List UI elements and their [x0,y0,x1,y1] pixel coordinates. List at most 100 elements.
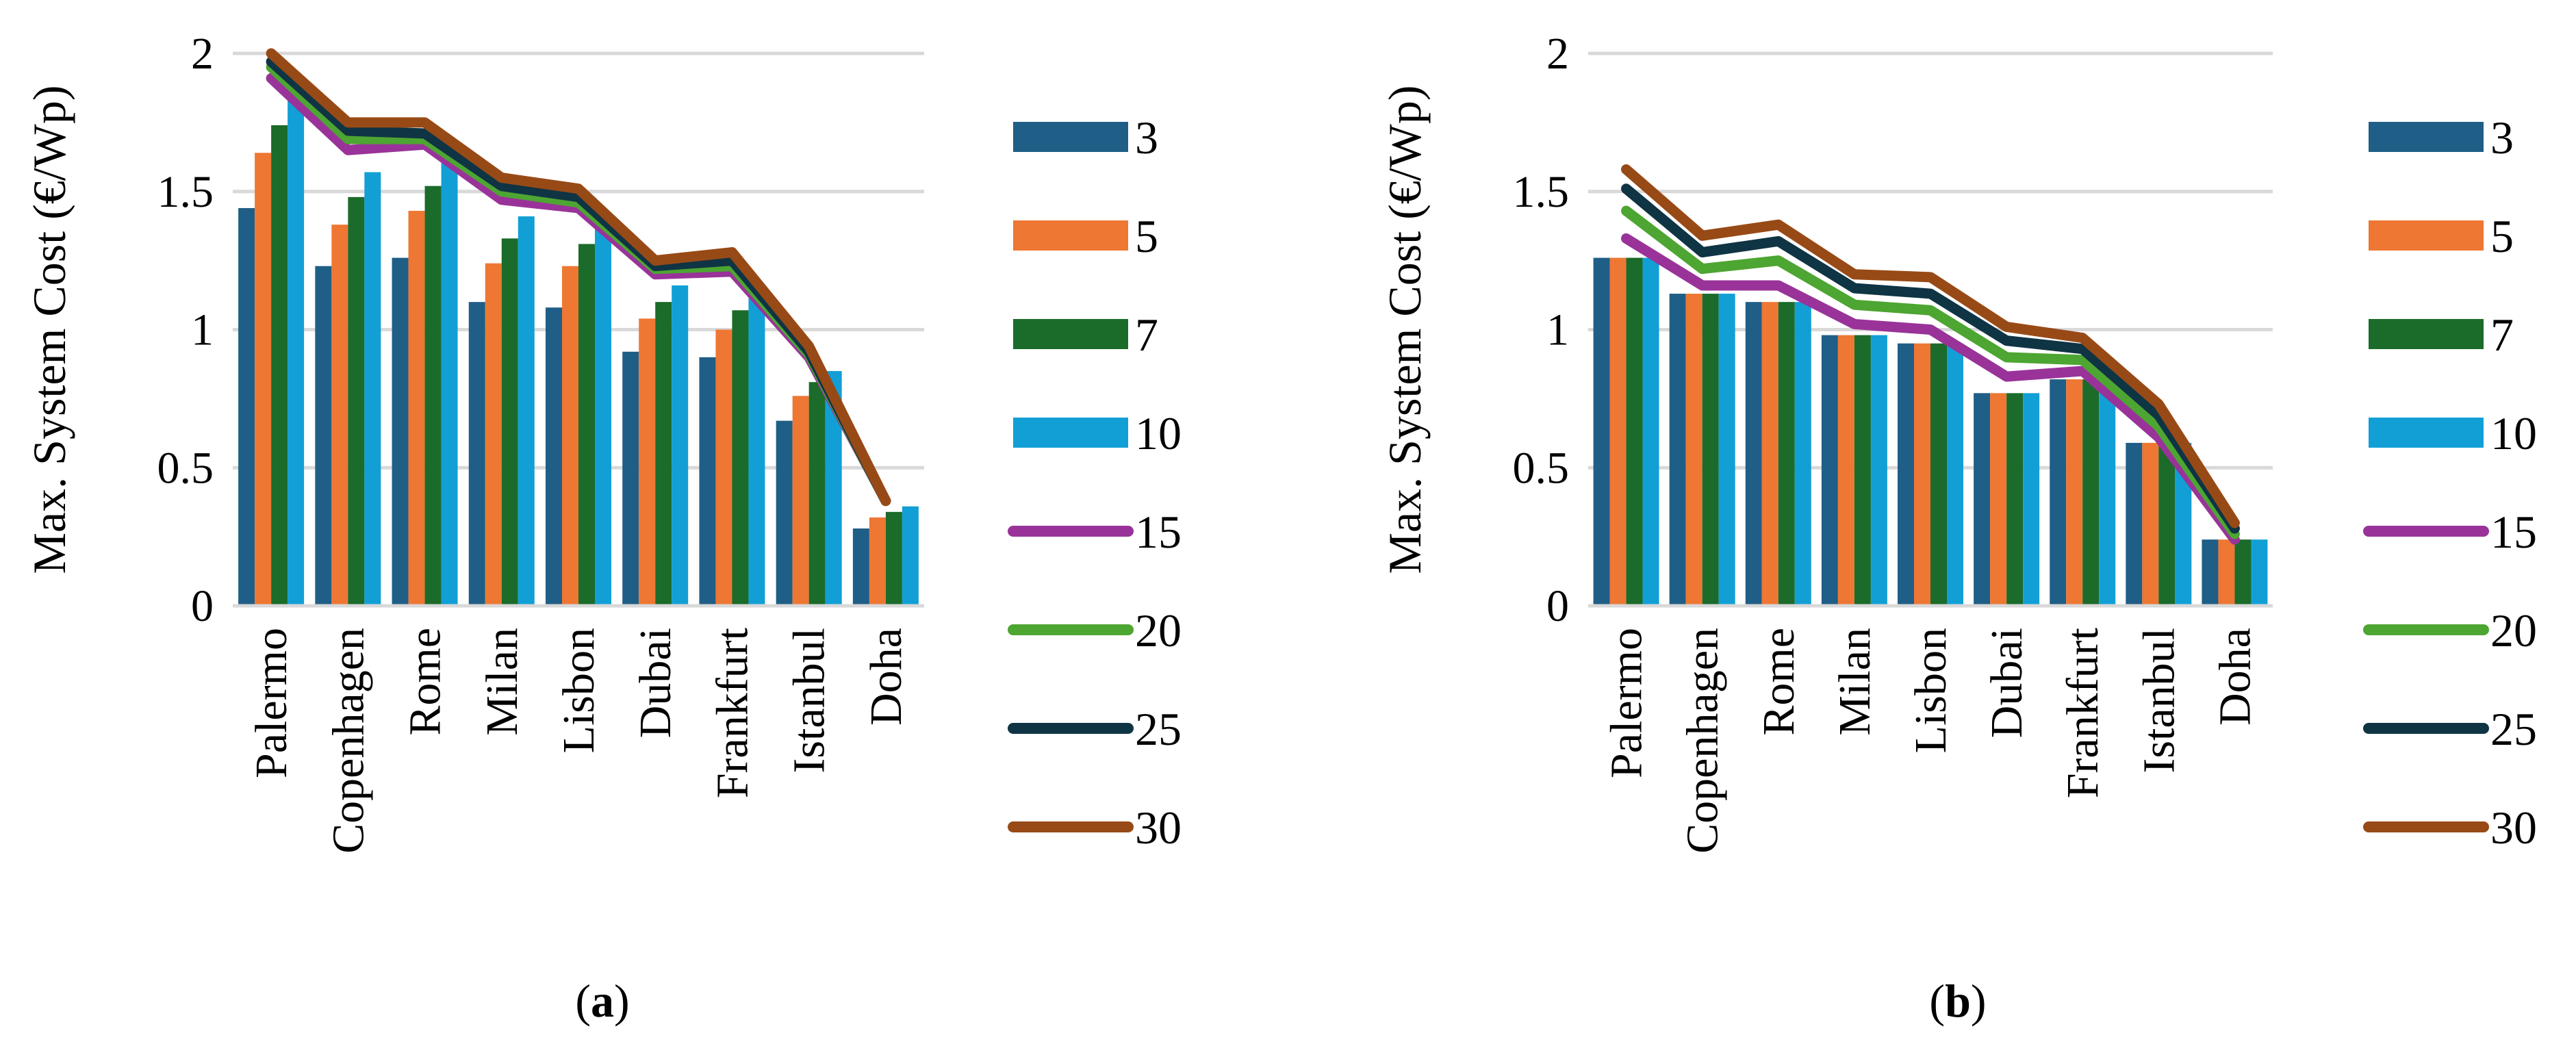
series-line [1621,205,2240,539]
bar-mark [1854,335,1871,606]
legend-label: 7 [2490,309,2514,361]
bar-mark [2099,379,2116,606]
y-tick-label: 0 [191,581,214,631]
y-tick-label: 2 [191,29,214,79]
bar-mark [408,210,425,606]
x-tick-label: Lisbon [1906,628,1956,753]
bar-mark [271,125,288,606]
bar-mark [2050,379,2067,606]
bar-mark [2158,442,2176,606]
bar-mark [1609,257,1627,606]
bar-mark [672,285,689,606]
bar-mark [364,172,381,606]
x-tick-label: Istanbul [785,628,834,774]
legend-label: 25 [2490,703,2537,755]
bar-mark [1794,302,1811,606]
chart-panel-b: 0 0.5 1 1.5 2 Max. System Cost (€/Wp) Palermo C… [1379,29,2537,1027]
legend-label: 10 [2490,407,2537,459]
legend-label: 15 [2490,506,2537,558]
x-tick-label: Istanbul [2134,628,2184,774]
bar-mark [392,257,409,606]
legend-swatch [1013,319,1128,349]
bar-mark [1761,302,1778,606]
legend-label: 5 [1135,210,1158,262]
bar-mark [288,97,305,606]
legend-label: 25 [1135,703,1182,755]
bar-mark [2251,539,2268,606]
y-tick-label: 1.5 [157,167,214,217]
legend-label: 20 [1135,604,1182,656]
bar-mark [639,318,656,606]
bar-mark [2023,393,2040,606]
series-line [1621,164,2240,528]
y-tick-label: 1 [191,305,214,355]
bar-mark [1914,343,1930,606]
bar-mark [501,238,518,607]
bar-mark [518,216,535,606]
chart-panel-a: 0 0.5 1 1.5 2 Max. System Cost (€/Wp) Palermo C… [23,29,1182,1027]
bar-mark [595,227,611,607]
legend-label: 20 [2490,604,2537,656]
y-tick-label: 0.5 [157,443,214,493]
legend-swatch [2369,122,2484,152]
bar-mark [1898,343,1914,606]
caption-letter: b [1945,975,1971,1027]
bar-mark [2202,539,2219,606]
x-tick-label: Doha [2210,628,2260,726]
bar-mark [1870,335,1887,606]
caption-open-paren: ( [575,975,591,1027]
bar-mark [869,517,886,606]
bar-mark [776,420,793,606]
legend-label: 15 [1135,506,1182,558]
bar-mark [885,511,902,606]
caption-open-paren: ( [1929,975,1945,1027]
y-tick-label: 1 [1546,305,1569,355]
bar-mark [2082,379,2100,606]
bar-mark [331,225,348,606]
bar-mark [792,396,809,606]
bar-mark [546,307,562,606]
bar-mark [1626,257,1643,606]
legend-swatch [2369,220,2484,251]
y-tick-label: 1.5 [1513,167,1570,217]
bar-mark [1702,294,1719,606]
bar-mark [1642,257,1659,606]
caption-close-paren: ) [1971,975,1987,1027]
bar-mark [578,244,595,606]
legend-swatch [1013,220,1128,251]
x-tick-label: Copenhagen [1678,628,1728,854]
legend-swatch [1013,122,1128,152]
x-tick-label: Milan [1830,628,1880,736]
bar-mark [852,528,869,606]
legend-label: 30 [1135,802,1182,854]
bar-mark [732,310,749,606]
bar-mark [424,186,442,606]
bar-mark [655,302,672,606]
bar-mark [808,382,826,606]
panel-caption: (b) [1929,975,1986,1027]
bar-mark [348,196,365,606]
x-tick-label: Palermo [1602,628,1652,778]
series-line [1621,233,2240,545]
bar-mark [1990,393,2007,606]
bar-mark [468,302,485,606]
x-tick-label: Frankfurt [2058,628,2108,798]
x-tick-label: Lisbon [554,628,604,753]
bar-mark [2218,539,2235,606]
legend-swatch [2369,418,2484,448]
x-tick-label: Frankfurt [707,628,757,798]
bar-mark [2234,539,2252,606]
x-tick-label: Dubai [1982,628,2032,738]
bar-mark [2066,379,2083,606]
bar-mark [1593,257,1610,606]
bar-mark [1745,302,1762,606]
bar-mark [622,351,639,606]
bar-mark [1821,335,1838,606]
bar-mark [1778,302,1795,606]
y-tick-label: 0.5 [1513,443,1570,493]
legend-label: 3 [1135,112,1158,164]
x-tick-label: Milan [477,628,527,736]
legend-label: 5 [2490,210,2514,262]
y-axis-label: Max. System Cost (€/Wp) [1379,86,1431,574]
legend-label: 10 [1135,407,1182,459]
